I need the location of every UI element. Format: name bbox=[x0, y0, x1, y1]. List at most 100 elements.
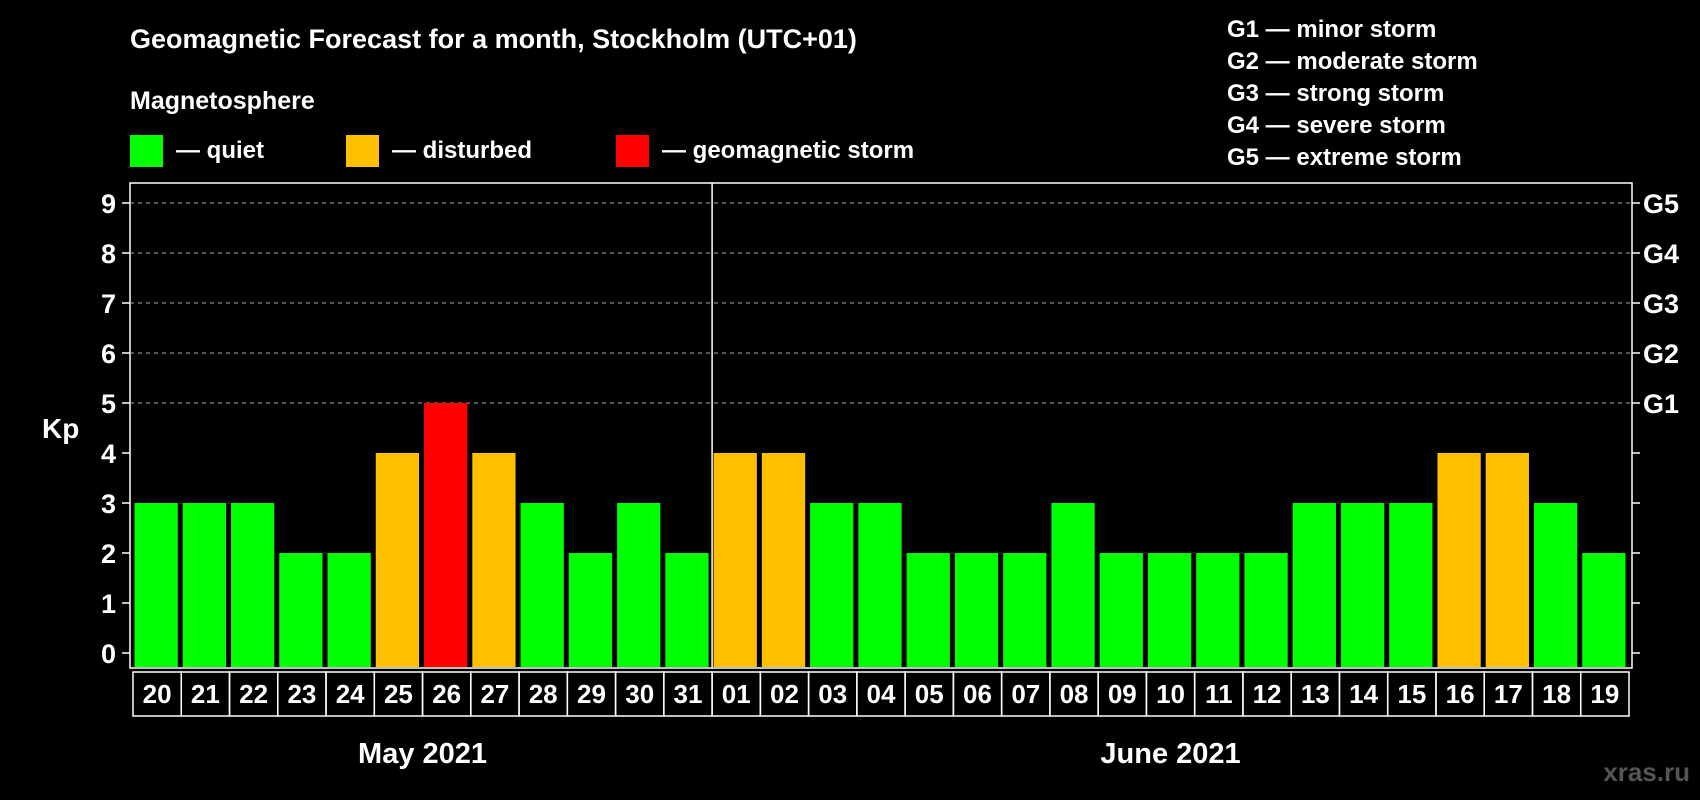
day-label-23: 23 bbox=[287, 679, 316, 709]
day-label-26: 26 bbox=[432, 679, 461, 709]
month-labels: May 2021 June 2021 bbox=[358, 738, 1241, 770]
day-label-09: 09 bbox=[1108, 679, 1137, 709]
bar-31 bbox=[665, 553, 709, 667]
bar-05 bbox=[906, 553, 950, 667]
day-label-27: 27 bbox=[480, 679, 509, 709]
day-label-21: 21 bbox=[191, 679, 220, 709]
bar-27 bbox=[472, 453, 516, 667]
x-axis: 20 21 22 23 24 25 26 27 28 29 30 31 01 02 03 04 05 06 07 08… bbox=[132, 671, 1630, 717]
day-label-30: 30 bbox=[625, 679, 654, 709]
right-label-g5: G5 bbox=[1643, 189, 1679, 219]
storm-scale-g4: G4 — severe storm bbox=[1227, 112, 1446, 139]
bar-10 bbox=[1147, 553, 1192, 667]
bar-29 bbox=[568, 553, 613, 667]
bar-21 bbox=[182, 503, 227, 667]
y-tick-label-0: 0 bbox=[101, 639, 116, 669]
day-label-02: 02 bbox=[770, 679, 799, 709]
y-axis-label: Kp bbox=[42, 413, 79, 444]
day-label-03: 03 bbox=[818, 679, 847, 709]
legend-label-quiet: — quiet bbox=[176, 137, 264, 164]
day-label-07: 07 bbox=[1011, 679, 1040, 709]
watermark: xras.ru bbox=[1603, 757, 1690, 787]
bar-19 bbox=[1582, 553, 1626, 667]
bar-04 bbox=[858, 503, 902, 667]
storm-scale-g3: G3 — strong storm bbox=[1227, 80, 1444, 107]
y-tick-label-8: 8 bbox=[101, 239, 116, 269]
storm-scale: G1 — minor storm G2 — moderate storm G3 … bbox=[1227, 16, 1478, 171]
bar-22 bbox=[231, 503, 275, 667]
right-label-g3: G3 bbox=[1643, 289, 1679, 319]
gridlines bbox=[130, 202, 1632, 404]
bar-20 bbox=[134, 503, 178, 667]
legend-label-disturbed: — disturbed bbox=[392, 137, 532, 164]
day-label-22: 22 bbox=[239, 679, 268, 709]
day-label-12: 12 bbox=[1253, 679, 1282, 709]
legend-swatch-disturbed bbox=[346, 135, 379, 167]
storm-scale-g5: G5 — extreme storm bbox=[1227, 144, 1462, 171]
bar-02 bbox=[761, 453, 806, 667]
legend-swatch-quiet bbox=[130, 135, 163, 167]
month-label-1: June 2021 bbox=[1100, 738, 1240, 770]
day-label-14: 14 bbox=[1349, 679, 1378, 709]
day-label-10: 10 bbox=[1156, 679, 1185, 709]
bar-18 bbox=[1533, 503, 1578, 667]
bar-25 bbox=[375, 453, 420, 667]
day-label-31: 31 bbox=[674, 679, 703, 709]
day-label-11: 11 bbox=[1205, 679, 1233, 709]
bar-15 bbox=[1389, 503, 1433, 667]
day-label-15: 15 bbox=[1397, 679, 1426, 709]
day-label-28: 28 bbox=[529, 679, 558, 709]
y-tick-label-2: 2 bbox=[101, 539, 116, 569]
day-label-20: 20 bbox=[143, 679, 172, 709]
y-tick-label-7: 7 bbox=[101, 289, 116, 319]
bar-08 bbox=[1051, 503, 1095, 667]
bar-06 bbox=[954, 553, 999, 667]
bar-07 bbox=[1003, 553, 1047, 667]
chart-title: Geomagnetic Forecast for a month, Stockh… bbox=[130, 24, 857, 54]
legend: — quiet — disturbed — geomagnetic storm bbox=[130, 135, 914, 167]
storm-scale-g1: G1 — minor storm bbox=[1227, 16, 1436, 43]
right-label-g2: G2 bbox=[1643, 339, 1679, 369]
y-tick-label-9: 9 bbox=[101, 189, 116, 219]
bar-11 bbox=[1196, 553, 1240, 667]
legend-heading: Magnetosphere bbox=[130, 87, 315, 115]
day-label-29: 29 bbox=[577, 679, 606, 709]
bar-23 bbox=[279, 553, 323, 667]
day-label-01: 01 bbox=[722, 679, 751, 709]
day-label-18: 18 bbox=[1542, 679, 1571, 709]
day-label-16: 16 bbox=[1446, 679, 1475, 709]
y-tick-label-4: 4 bbox=[101, 439, 116, 469]
day-box-19 bbox=[1579, 671, 1630, 717]
day-label-04: 04 bbox=[867, 679, 896, 709]
bar-12 bbox=[1244, 553, 1288, 667]
day-label-17: 17 bbox=[1494, 679, 1523, 709]
day-label-05: 05 bbox=[915, 679, 944, 709]
day-label-06: 06 bbox=[963, 679, 992, 709]
bar-16 bbox=[1437, 453, 1481, 667]
bar-28 bbox=[520, 503, 564, 667]
bars bbox=[134, 403, 1626, 667]
day-label-13: 13 bbox=[1301, 679, 1330, 709]
bar-03 bbox=[810, 503, 854, 667]
y-tick-label-6: 6 bbox=[101, 339, 116, 369]
day-label-24: 24 bbox=[336, 679, 365, 709]
day-label-19: 19 bbox=[1590, 679, 1619, 709]
storm-scale-g2: G2 — moderate storm bbox=[1227, 48, 1478, 75]
right-label-g1: G1 bbox=[1643, 389, 1679, 419]
bar-26 bbox=[424, 403, 468, 667]
day-label-25: 25 bbox=[384, 679, 413, 709]
right-label-g4: G4 bbox=[1643, 239, 1679, 269]
bar-30 bbox=[617, 503, 661, 667]
day-label-08: 08 bbox=[1060, 679, 1089, 709]
y-tick-label-1: 1 bbox=[101, 589, 116, 619]
y-axis: 0 1 2 3 4 5 6 7 8 9 bbox=[101, 189, 130, 669]
right-axis: G1 G2 G3 G4 G5 bbox=[1632, 189, 1679, 654]
bar-13 bbox=[1292, 503, 1336, 667]
legend-label-storm: — geomagnetic storm bbox=[662, 137, 914, 164]
bar-17 bbox=[1485, 453, 1529, 667]
y-tick-label-3: 3 bbox=[101, 489, 116, 519]
month-label-0: May 2021 bbox=[358, 738, 487, 770]
plot-frame bbox=[129, 182, 1633, 669]
bar-09 bbox=[1099, 553, 1143, 667]
